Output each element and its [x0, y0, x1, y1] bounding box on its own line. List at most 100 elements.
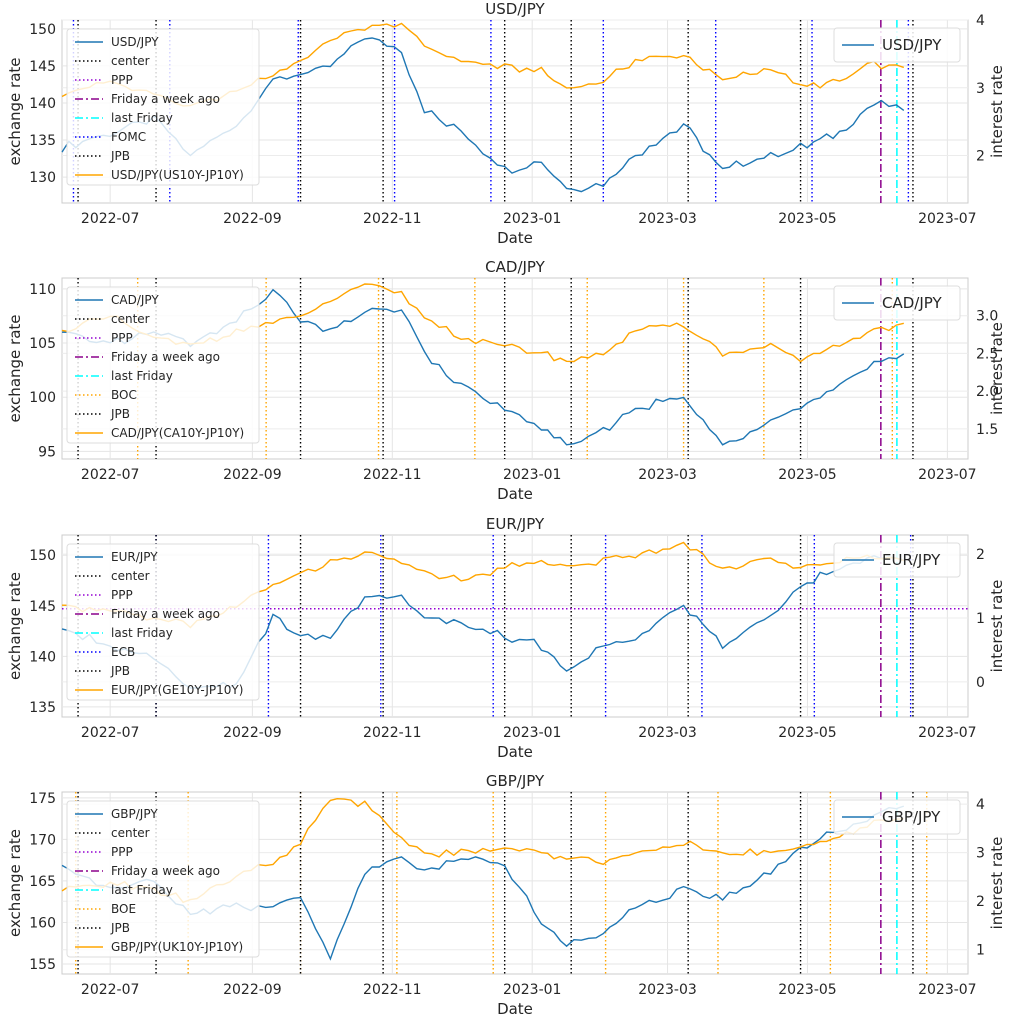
- legend-box: [66, 543, 260, 701]
- legend-label: JPB: [110, 664, 130, 678]
- y-axis-label: exchange rate: [6, 829, 24, 937]
- x-tick-label: 2023-03: [638, 467, 697, 483]
- legend2-label: EUR/JPY: [882, 551, 941, 569]
- y2-axis-label: interest rate: [988, 322, 1006, 415]
- y-tick-label: 100: [29, 390, 56, 406]
- legend2-box: [833, 285, 961, 321]
- y-tick-label: 135: [29, 700, 56, 716]
- legend2-label: USD/JPY: [882, 36, 942, 54]
- x-tick-label: 2023-01: [503, 725, 562, 741]
- legend-label: center: [111, 569, 150, 583]
- y2-tick-label: 2: [976, 547, 985, 563]
- x-tick-label: 2022-09: [223, 467, 282, 483]
- y2-tick-label: 2.5: [976, 346, 998, 362]
- legend-label: USD/JPY: [111, 35, 159, 49]
- legend-label: PPP: [111, 73, 133, 87]
- x-tick-label: 2022-09: [223, 982, 282, 998]
- chart-title: EUR/JPY: [486, 515, 545, 533]
- legend-label: last Friday: [111, 369, 173, 383]
- y-tick-label: 140: [29, 649, 56, 665]
- y-tick-label: 165: [29, 874, 56, 890]
- legend-label: center: [111, 826, 150, 840]
- panel-cad-jpy: CAD/JPY 2022-07 2022-09 2022-11 2023-01 2023-…: [6, 258, 1006, 503]
- chart-title: CAD/JPY: [485, 258, 545, 276]
- y-tick-label: 130: [29, 170, 56, 186]
- x-tick-label: 2022-09: [223, 211, 282, 227]
- legend-label: Friday a week ago: [111, 92, 220, 106]
- legend-label: PPP: [111, 331, 133, 345]
- legend-label: CAD/JPY(CA10Y-JP10Y): [111, 426, 244, 440]
- y-tick-label: 170: [29, 832, 56, 848]
- y-tick-label: 145: [29, 599, 56, 615]
- chart-title: GBP/JPY: [486, 772, 545, 790]
- panel-eur-jpy: EUR/JPY 2022-07 2022-09 2022-11 2023-01 2023-…: [6, 515, 1006, 761]
- x-tick-label: 2023-05: [778, 211, 837, 227]
- y2-axis-label: interest rate: [988, 65, 1006, 158]
- legend-label: center: [111, 312, 150, 326]
- y-axis-label: exchange rate: [6, 57, 24, 165]
- x-tick-label: 2023-03: [638, 211, 697, 227]
- x-tick-label: 2023-07: [918, 211, 977, 227]
- x-axis-label: Date: [497, 229, 533, 247]
- legend2-box: [833, 27, 961, 63]
- legend-box: [66, 800, 260, 958]
- x-tick-label: 2022-07: [81, 211, 140, 227]
- y2-tick-label: 2: [976, 149, 985, 165]
- legend2-label: GBP/JPY: [882, 808, 941, 826]
- legend-label: JPB: [110, 407, 130, 421]
- y-axis-label: exchange rate: [6, 314, 24, 422]
- y2-tick-label: 2.0: [976, 384, 998, 400]
- y2-tick-label: 3: [976, 81, 985, 97]
- x-tick-label: 2023-05: [778, 725, 837, 741]
- x-tick-label: 2022-11: [363, 467, 422, 483]
- legend-label: last Friday: [111, 883, 173, 897]
- legend-label: Friday a week ago: [111, 607, 220, 621]
- legend-label: USD/JPY(US10Y-JP10Y): [111, 168, 244, 182]
- legend-label: JPB: [110, 921, 130, 935]
- legend-box: [66, 286, 260, 444]
- x-tick-label: 2023-01: [503, 982, 562, 998]
- chart-title: USD/JPY: [485, 0, 545, 18]
- legend-box: [66, 28, 260, 186]
- y2-axis-label: interest rate: [988, 837, 1006, 930]
- legend2-box: [833, 799, 961, 835]
- x-tick-label: 2022-07: [81, 982, 140, 998]
- y2-tick-label: 3.0: [976, 309, 998, 325]
- y2-tick-label: 3: [976, 846, 985, 862]
- x-axis-label: Date: [497, 485, 533, 503]
- y-tick-label: 160: [29, 915, 56, 931]
- y-tick-label: 135: [29, 133, 56, 149]
- legend-label: center: [111, 54, 150, 68]
- y-tick-label: 150: [29, 22, 56, 38]
- y-tick-label: 140: [29, 96, 56, 112]
- legend-label: EUR/JPY: [111, 550, 158, 564]
- legend-label: Friday a week ago: [111, 864, 220, 878]
- x-tick-label: 2022-09: [223, 725, 282, 741]
- x-tick-label: 2023-05: [778, 467, 837, 483]
- y-tick-label: 150: [29, 548, 56, 564]
- legend-label: ECB: [111, 645, 135, 659]
- x-tick-label: 2023-01: [503, 211, 562, 227]
- legend-label: GBP/JPY(UK10Y-JP10Y): [111, 940, 243, 954]
- y2-tick-label: 0: [976, 675, 985, 691]
- legend-label: CAD/JPY: [111, 293, 159, 307]
- panel-gbp-jpy: GBP/JPY 2022-07 2022-09 2022-11 2023-01 2023-…: [6, 772, 1006, 1018]
- y-tick-label: 145: [29, 59, 56, 75]
- x-tick-label: 2022-11: [363, 725, 422, 741]
- y2-axis-label: interest rate: [988, 580, 1006, 673]
- y-tick-label: 105: [29, 336, 56, 352]
- legend2-label: CAD/JPY: [882, 294, 942, 312]
- legend-label: BOE: [111, 902, 136, 916]
- y2-tick-label: 2: [976, 894, 985, 910]
- x-tick-label: 2023-05: [778, 982, 837, 998]
- legend-label: JPB: [110, 149, 130, 163]
- legend-label: GBP/JPY: [111, 807, 158, 821]
- y-tick-label: 110: [29, 282, 56, 298]
- y2-tick-label: 4: [976, 13, 985, 29]
- legend-label: last Friday: [111, 111, 173, 125]
- y2-tick-label: 4: [976, 797, 985, 813]
- y2-tick-label: 1.5: [976, 422, 998, 438]
- x-tick-label: 2022-07: [81, 467, 140, 483]
- legend-label: BOC: [111, 388, 137, 402]
